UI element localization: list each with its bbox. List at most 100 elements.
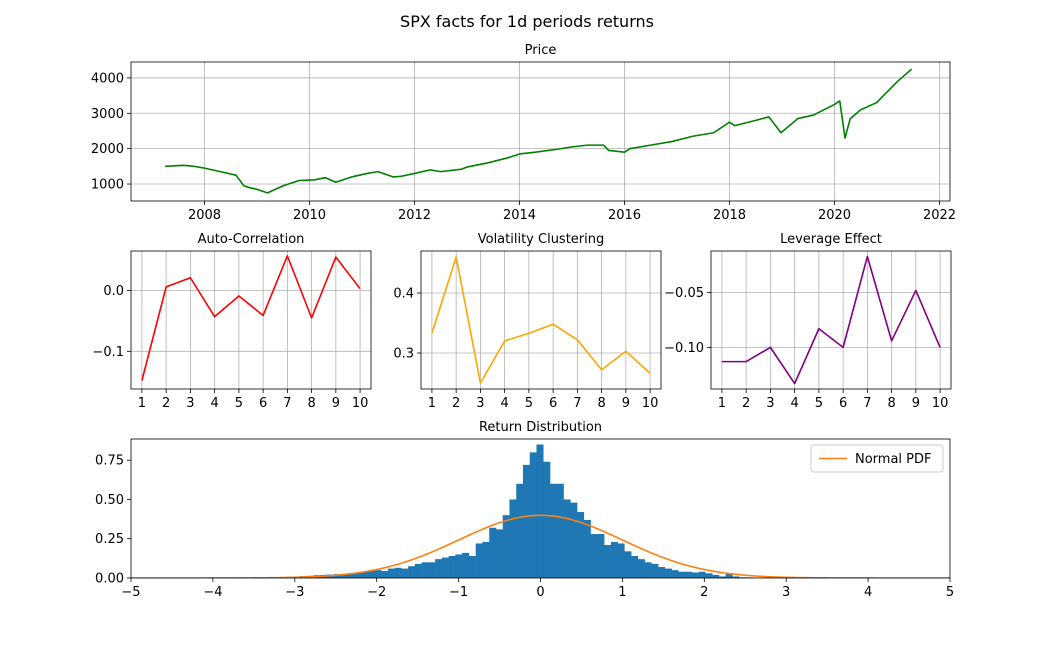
histogram-bar [604, 545, 612, 578]
histogram-bar [387, 568, 395, 578]
x-tick-label: 10 [352, 396, 369, 411]
x-tick-label: 2020 [818, 208, 851, 223]
plot-area [721, 255, 941, 385]
x-tick-label: 2012 [398, 208, 431, 223]
histogram-bar [468, 556, 476, 578]
x-tick-label: 2008 [188, 208, 221, 223]
y-tick-label: 3000 [91, 107, 124, 122]
histogram-bar [698, 571, 706, 578]
y-tick-label: 0.4 [393, 287, 414, 302]
x-tick-label: −3 [285, 585, 304, 600]
x-tick-label: 1 [138, 396, 146, 411]
histogram-bar [455, 554, 463, 578]
histogram-bar [536, 444, 544, 578]
histogram-bar [685, 571, 693, 578]
series-line [431, 256, 651, 384]
histogram-bar [354, 572, 362, 578]
y-tick-label: 0.50 [95, 493, 124, 508]
histogram-bar [637, 559, 645, 578]
x-tick-label: 5 [235, 396, 243, 411]
histogram-bar [435, 559, 443, 578]
histogram-bar [597, 534, 605, 578]
panel-title: Return Distribution [479, 420, 602, 435]
histogram-bar [333, 574, 341, 578]
y-tick-label: −0.05 [664, 286, 704, 301]
histogram-bar [644, 562, 652, 578]
histogram-bar [489, 527, 497, 578]
x-tick-label: 4 [864, 585, 872, 600]
panel-title: Volatility Clustering [478, 232, 605, 247]
x-tick-label: 10 [642, 396, 659, 411]
y-tick-label: −0.1 [92, 345, 124, 360]
x-tick-label: 2014 [503, 208, 536, 223]
x-tick-label: −2 [367, 585, 386, 600]
x-tick-label: 3 [476, 396, 484, 411]
x-tick-label: 9 [332, 396, 340, 411]
panel-price: Price 2008 2010 2012 2014 2016 2018 2020 2022 100… [91, 43, 956, 223]
histogram-bar [441, 557, 449, 578]
histogram-bar [658, 567, 666, 578]
histogram-bar [374, 570, 382, 578]
x-tick-label: 10 [932, 396, 949, 411]
x-tick-label: 8 [307, 396, 315, 411]
histogram-bar [624, 551, 632, 578]
x-tick-label: 4 [210, 396, 218, 411]
x-tick-label: 2022 [923, 208, 956, 223]
panel-autocorr: Auto-Correlation 1 2 3 4 5 6 7 8 9 10 −0.1 0.0 [92, 232, 372, 411]
x-tick-label: 1 [428, 396, 436, 411]
panel-title: Price [525, 43, 557, 58]
histogram-bar [428, 562, 436, 578]
x-tick-label: −4 [203, 585, 222, 600]
histogram-bar [408, 566, 416, 578]
plot-area [131, 444, 950, 578]
panel-title: Auto-Correlation [198, 232, 305, 247]
x-tick-label: 2 [742, 396, 750, 411]
x-tick-label: 5 [815, 396, 823, 411]
y-tick-label: 0.25 [95, 532, 124, 547]
histogram-bar [421, 562, 429, 578]
histogram-bar [610, 541, 618, 578]
histogram-bar [577, 512, 585, 578]
histogram-bar [414, 563, 422, 578]
histogram-bar [718, 576, 726, 578]
x-tick-label: 3 [766, 396, 774, 411]
plot-area [165, 68, 913, 194]
x-tick-label: 9 [622, 396, 630, 411]
x-tick-label: 8 [597, 396, 605, 411]
x-tick-label: 8 [887, 396, 895, 411]
x-tick-label: 3 [782, 585, 790, 600]
histogram-bar [347, 573, 355, 578]
histogram-bar [590, 534, 598, 578]
x-tick-label: 3 [186, 396, 194, 411]
x-tick-label: 1 [718, 396, 726, 411]
panel-retdist: Return Distribution Normal PDF −5 −4 −3 −2 −1 0… [95, 420, 954, 600]
panel-leverage: Leverage Effect 1 2 3 4 5 6 7 8 9 10 −0.10 −0.05 [664, 232, 952, 411]
histogram-bar [482, 541, 490, 578]
x-tick-label: 4 [500, 396, 508, 411]
histogram-bar [495, 529, 503, 578]
histogram-bar [570, 502, 578, 578]
axes-frame [130, 250, 372, 390]
x-tick-label: 7 [573, 396, 581, 411]
panel-title: Leverage Effect [780, 232, 882, 247]
histogram-bar [448, 556, 456, 578]
legend: Normal PDF [810, 444, 944, 473]
histogram-bar [462, 552, 470, 578]
x-tick-label: 2016 [608, 208, 641, 223]
x-tick-label: 6 [839, 396, 847, 411]
histogram-bar [712, 574, 720, 578]
panel-volclust: Volatility Clustering 1 2 3 4 5 6 7 8 9 10 0.3 0.4 [393, 232, 662, 411]
histogram-bar [617, 543, 625, 578]
histogram-bar [651, 563, 659, 578]
histogram-bar [509, 499, 517, 578]
axes-frame [710, 250, 952, 390]
histogram-bar [678, 571, 686, 578]
y-tick-label: 0.3 [393, 347, 414, 362]
y-tick-label: 0.75 [95, 454, 124, 469]
histogram-bar [394, 567, 402, 578]
x-tick-label: 9 [912, 396, 920, 411]
series-line [141, 255, 361, 381]
histogram-bar [705, 573, 713, 578]
figure-suptitle: SPX facts for 1d periods returns [400, 12, 654, 31]
histogram-bar [367, 570, 375, 578]
